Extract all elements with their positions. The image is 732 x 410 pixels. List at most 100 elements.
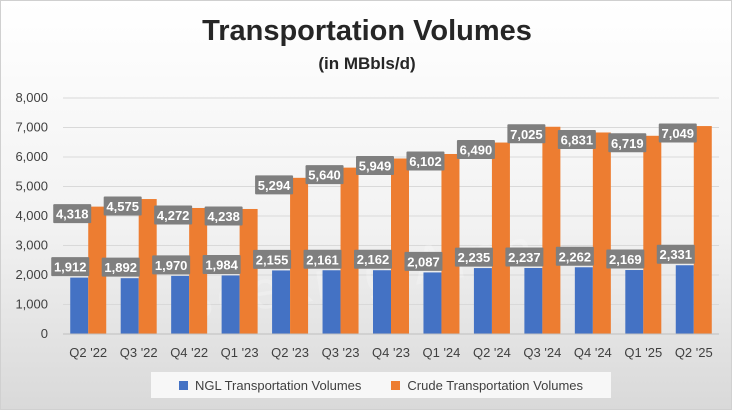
data-label-box-crude xyxy=(608,133,647,153)
x-tick-label: Q1 '24 xyxy=(423,345,461,360)
data-label-box-crude xyxy=(204,206,243,226)
data-label-ngl: 1,892 xyxy=(104,260,137,275)
data-label-box-ngl xyxy=(152,255,191,275)
y-tick-label: 4,000 xyxy=(15,208,48,223)
data-label-box-ngl xyxy=(454,247,493,267)
data-label-crude: 4,318 xyxy=(56,207,89,222)
data-label-ngl: 1,984 xyxy=(205,257,238,272)
data-label-ngl: 2,169 xyxy=(609,252,642,267)
x-tick-label: Q3 '22 xyxy=(120,345,158,360)
bar-crude xyxy=(542,126,561,334)
legend-label-ngl: NGL Transportation Volumes xyxy=(194,377,362,393)
bar-ngl xyxy=(221,275,240,334)
data-label-box-ngl xyxy=(505,247,544,267)
data-label-ngl: 1,912 xyxy=(54,260,87,275)
legend-swatch-crude xyxy=(391,380,401,390)
x-tick-label: Q4 '22 xyxy=(170,345,208,360)
bar-ngl xyxy=(625,270,644,334)
data-label-box-crude xyxy=(305,165,344,185)
bar-ngl xyxy=(675,265,694,334)
data-label-box-ngl xyxy=(354,249,392,269)
data-label-ngl: 2,162 xyxy=(357,252,390,267)
data-label-box-ngl xyxy=(202,254,241,274)
x-tick-label: Q2 '25 xyxy=(675,345,713,360)
data-label-crude: 4,238 xyxy=(207,209,240,224)
data-label-crude: 6,831 xyxy=(561,132,594,147)
x-tick-label: Q3 '23 xyxy=(322,345,360,360)
data-label-box-ngl xyxy=(606,249,645,269)
legend-label-crude: Crude Transportation Volumes xyxy=(407,377,584,393)
data-label-box-ngl xyxy=(404,251,443,271)
bar-crude xyxy=(441,153,460,334)
data-label-box-ngl xyxy=(101,257,140,277)
x-tick-label: Q4 '23 xyxy=(372,345,410,360)
bar-crude xyxy=(189,207,208,334)
data-label-box-ngl xyxy=(303,249,342,269)
y-tick-label: 1,000 xyxy=(15,297,48,312)
data-label-box-crude xyxy=(456,140,495,160)
chart-subtitle: (in MBbls/d) xyxy=(318,54,416,73)
legend-swatch-ngl xyxy=(178,380,188,390)
x-tick-label: Q1 '23 xyxy=(221,345,259,360)
x-tick-label: Q2 '22 xyxy=(69,345,107,360)
data-label-ngl: 2,087 xyxy=(407,254,440,269)
data-label-ngl: 2,262 xyxy=(559,249,592,264)
data-label-ngl: 2,161 xyxy=(306,252,339,267)
data-label-ngl: 2,235 xyxy=(458,250,491,265)
data-label-box-crude xyxy=(53,204,92,224)
bar-crude xyxy=(290,177,309,334)
data-label-ngl: 2,237 xyxy=(508,250,541,265)
data-label-box-crude xyxy=(154,205,193,225)
data-label-box-ngl xyxy=(656,244,695,264)
bar-crude xyxy=(88,206,107,334)
data-label-box-crude xyxy=(507,124,546,144)
data-label-box-crude xyxy=(557,129,596,149)
y-tick-label: 2,000 xyxy=(15,267,48,282)
data-label-crude: 5,294 xyxy=(258,178,291,193)
data-label-box-crude xyxy=(658,123,697,143)
legend-item-ngl: NGL Transportation Volumes xyxy=(178,377,362,393)
data-label-ngl: 2,331 xyxy=(659,247,692,262)
data-label-crude: 4,272 xyxy=(157,208,190,223)
bar-crude xyxy=(491,142,510,334)
y-tick-label: 3,000 xyxy=(15,238,48,253)
data-label-box-crude xyxy=(103,196,142,216)
chart-title: Transportation Volumes xyxy=(202,15,532,47)
bar-crude xyxy=(138,199,157,334)
data-label-crude: 5,949 xyxy=(359,159,392,174)
data-label-box-ngl xyxy=(253,249,292,269)
data-label-box-ngl xyxy=(51,257,90,277)
data-label-crude: 6,102 xyxy=(409,154,442,169)
bar-ngl xyxy=(574,267,593,334)
x-tick-label: Q4 '24 xyxy=(574,345,612,360)
data-label-crude: 6,719 xyxy=(611,136,644,151)
data-label-box-crude xyxy=(255,175,294,195)
data-label-crude: 4,575 xyxy=(106,199,139,214)
bar-ngl xyxy=(322,270,341,334)
bar-crude xyxy=(340,167,359,334)
data-label-crude: 7,049 xyxy=(661,126,694,141)
data-label-crude: 7,025 xyxy=(510,127,543,142)
y-tick-label: 8,000 xyxy=(15,90,48,105)
bar-ngl xyxy=(524,268,543,334)
data-label-box-ngl xyxy=(555,246,594,266)
x-tick-label: Q3 '24 xyxy=(523,345,561,360)
data-label-box-crude xyxy=(356,156,394,176)
bar-ngl xyxy=(120,278,139,334)
bar-ngl xyxy=(171,275,190,334)
bar-ngl xyxy=(423,272,442,334)
bar-ngl xyxy=(70,277,89,334)
x-tick-label: Q2 '24 xyxy=(473,345,511,360)
data-label-ngl: 2,155 xyxy=(256,252,289,267)
bar-crude xyxy=(643,135,662,334)
bar-crude xyxy=(391,158,409,334)
bar-ngl xyxy=(473,268,492,334)
data-label-ngl: 1,970 xyxy=(155,258,188,273)
x-tick-label: Q2 '23 xyxy=(271,345,309,360)
bar-crude xyxy=(592,132,611,334)
x-tick-label: Q1 '25 xyxy=(624,345,662,360)
y-tick-label: 7,000 xyxy=(15,120,48,135)
bar-crude xyxy=(693,126,712,334)
